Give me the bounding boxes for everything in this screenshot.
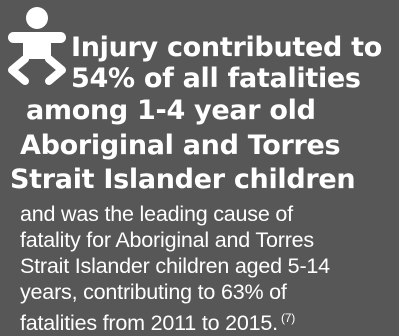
headline-line-4: Aboriginal and Torres (20, 130, 341, 161)
body-line-5: fatalities from 2011 to 2015. (7) (20, 305, 295, 336)
child-icon (8, 7, 66, 85)
headline-line-2: 54% of all fatalities (71, 63, 361, 94)
body-line-1: and was the leading cause of (20, 202, 293, 226)
headline-line-3: among 1-4 year old (26, 95, 316, 126)
headline-line-5: Strait Islander children (10, 164, 356, 195)
body-line-5-text: fatalities from 2011 to 2015. (20, 311, 278, 335)
headline-line-1: Injury contributed to (71, 32, 382, 63)
reference-marker: (7) (280, 311, 296, 325)
body-line-2: fatality for Aboriginal and Torres (20, 228, 314, 252)
body-line-4: years, contributing to 63% of (20, 280, 287, 304)
body-line-3: Strait Islander children aged 5-14 (20, 254, 330, 278)
